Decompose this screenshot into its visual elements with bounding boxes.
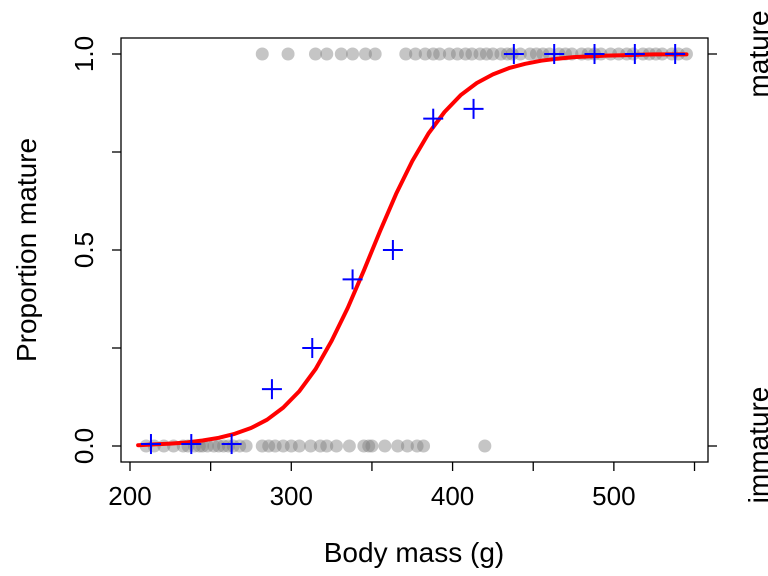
binned-proportion-marker [584, 44, 605, 64]
x-tick-label: 400 [431, 481, 474, 511]
observation-point-immature [262, 439, 276, 453]
observation-point-immature [276, 439, 290, 453]
x-tick-label: 500 [592, 481, 635, 511]
fitted-curve [136, 52, 689, 448]
y-tick-label: 0.5 [69, 232, 99, 268]
observation-point-immature [320, 439, 334, 453]
observation-point-immature [233, 439, 247, 453]
observation-point-mature [433, 47, 447, 61]
observation-point-immature [410, 439, 424, 453]
observation-point-immature [255, 439, 269, 453]
observation-points [139, 47, 693, 453]
observation-point-mature [346, 47, 360, 61]
binned-proportion-marker [140, 434, 161, 455]
right-axis [708, 53, 717, 447]
right-axis-label-immature: immature [743, 387, 768, 504]
observation-point-mature [255, 47, 269, 61]
right-axis-label-mature: mature [743, 10, 768, 97]
observation-point-immature [400, 439, 414, 453]
observation-point-immature [226, 439, 240, 453]
observation-point-immature [378, 439, 392, 453]
observation-point-immature [313, 439, 327, 453]
observation-point-mature [418, 47, 432, 61]
observation-point-immature [417, 439, 431, 453]
y-tick-label: 1.0 [69, 36, 99, 72]
observation-point-mature [523, 47, 537, 61]
observation-point-mature [479, 47, 493, 61]
binned-proportion-points [140, 44, 686, 455]
binned-proportion-marker [503, 44, 524, 64]
observation-point-mature [450, 47, 464, 61]
observation-point-mature [308, 47, 322, 61]
binned-proportion-marker [221, 434, 242, 455]
observation-point-immature [391, 439, 405, 453]
binned-proportion-marker [665, 44, 686, 64]
observation-point-mature [320, 47, 334, 61]
observation-point-mature [408, 47, 422, 61]
x-tick-label: 300 [270, 481, 313, 511]
observation-point-mature [529, 47, 543, 61]
observation-point-mature [334, 47, 348, 61]
observation-point-immature [292, 439, 306, 453]
y-axis: 0.0 0.5 1.0 [69, 36, 121, 464]
observation-point-immature [239, 439, 253, 453]
observation-point-immature [478, 439, 492, 453]
observation-point-immature [207, 439, 221, 453]
binned-proportion-marker [342, 269, 363, 290]
binned-proportion-marker [423, 108, 444, 129]
y-tick-label: 0.0 [69, 428, 99, 464]
observation-point-immature [200, 439, 214, 453]
x-axis: 200 300 400 500 [108, 462, 696, 511]
observation-point-immature [342, 439, 356, 453]
observation-point-mature [536, 47, 550, 61]
observation-point-mature [442, 47, 456, 61]
binned-proportion-marker [463, 98, 484, 119]
observation-point-mature [458, 47, 472, 61]
observation-point-immature [217, 439, 231, 453]
binned-proportion-marker [544, 44, 565, 64]
observation-point-immature [357, 439, 371, 453]
observation-point-immature [212, 439, 226, 453]
observation-point-immature [284, 439, 298, 453]
observation-point-mature [494, 47, 508, 61]
observation-point-mature [426, 47, 440, 61]
observation-point-mature [281, 47, 295, 61]
binned-proportion-marker [302, 338, 323, 358]
observation-point-immature [362, 439, 376, 453]
binned-proportion-marker [181, 434, 202, 455]
observation-point-mature [368, 47, 382, 61]
observation-point-immature [268, 439, 282, 453]
binned-proportion-marker [624, 44, 645, 64]
observation-point-mature [465, 47, 479, 61]
observation-point-mature [473, 47, 487, 61]
observation-point-immature [365, 439, 379, 453]
y-axis-label: Proportion mature [11, 138, 42, 362]
observation-point-mature [399, 47, 413, 61]
observation-point-mature [486, 47, 500, 61]
x-tick-label: 200 [108, 481, 151, 511]
x-axis-label: Body mass (g) [324, 537, 505, 568]
observation-point-mature [358, 47, 372, 61]
plot-frame [120, 37, 709, 463]
binned-proportion-marker [261, 379, 282, 400]
observation-point-immature [304, 439, 318, 453]
observation-point-immature [329, 439, 343, 453]
binned-proportion-marker [382, 240, 403, 260]
